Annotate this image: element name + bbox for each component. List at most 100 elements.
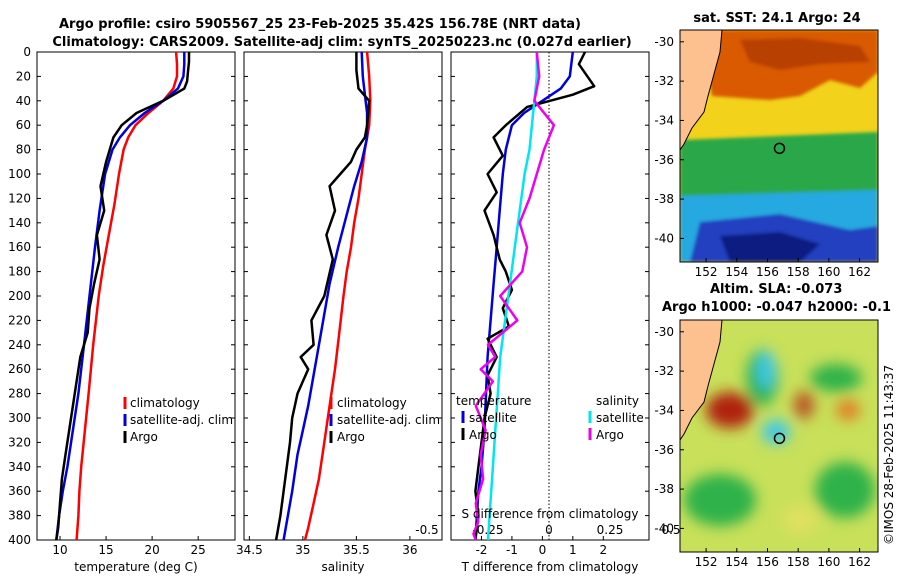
depth-tick-label: 180 xyxy=(8,265,31,279)
depth-tick-label: 400 xyxy=(8,533,31,547)
salinity-legend: climatology satellite-adj. clim Argo xyxy=(329,396,440,444)
sla-lat-axis: -30 -32 -34 -36 -38 -40 xyxy=(654,325,684,535)
lat-tick-label: -40 xyxy=(654,521,674,535)
lon-tick-label: 160 xyxy=(817,555,840,569)
lat-tick-label: -30 xyxy=(654,325,674,339)
temperature-legend: climatology satellite-adj. clim Argo xyxy=(123,396,233,444)
difference-series xyxy=(472,51,596,541)
depth-tick-label: 60 xyxy=(16,118,31,132)
lon-tick-label: 158 xyxy=(787,555,810,569)
figure-title-line1: Argo profile: csiro 5905567_25 23-Feb-20… xyxy=(59,17,581,32)
x-tick-label: -1 xyxy=(506,543,518,557)
sla-green-southwest xyxy=(684,474,756,526)
difference-salinity-axis: -0.5 -0.25 0 0.25 0.5 xyxy=(415,523,680,537)
sst-lat-axis: -30 -32 -34 -36 -38 -40 xyxy=(654,35,684,245)
legend-label-climatology: climatology xyxy=(337,396,407,410)
difference-depth-ticks xyxy=(451,51,649,541)
sst-map-frame xyxy=(679,29,879,263)
s-diff-tick-label: 0.5 xyxy=(661,523,680,537)
legend-title-temperature: temperature xyxy=(456,394,531,408)
sla-map-title-line1: Altim. SLA: -0.073 xyxy=(710,282,842,297)
depth-axis: 0 20 40 60 80 100 120 140 160 180 200 220 240 260 280 3… xyxy=(8,45,235,547)
lat-tick-label: -38 xyxy=(654,192,674,206)
depth-tick-label: 260 xyxy=(8,362,31,376)
s-diff-tick-label: -0.5 xyxy=(415,523,438,537)
sla-brown-eddy xyxy=(794,391,814,419)
sla-cyan-blob xyxy=(757,350,775,390)
sla-map-frame xyxy=(679,319,879,553)
lon-tick-label: 158 xyxy=(787,265,810,279)
lat-tick-label: -34 xyxy=(654,113,674,127)
sst-land xyxy=(680,30,723,151)
sst-hot-core xyxy=(740,38,870,70)
series-line-s-satellite xyxy=(486,52,539,541)
salinity-difference-label: S difference from climatology xyxy=(462,507,639,521)
figure-title-line2: Climatology: CARS2009. Satellite-adj cli… xyxy=(52,35,631,50)
difference-legend: temperature satellite Argo salinity sate… xyxy=(456,394,644,442)
temperature-panel: 0 20 40 60 80 100 120 140 160 180 200 220 240 260 280 3… xyxy=(8,45,236,574)
salinity-xlabel: salinity xyxy=(321,560,364,574)
depth-tick-label: 220 xyxy=(8,313,31,327)
salinity-x-axis: 34.5 35 35.5 36 xyxy=(236,536,418,557)
sla-orange-eddy xyxy=(836,400,860,420)
legend-label-climatology: climatology xyxy=(130,396,200,410)
x-tick-label: -2 xyxy=(475,543,487,557)
depth-tick-label: 200 xyxy=(8,289,31,303)
sla-field xyxy=(680,320,878,552)
argo-position-marker xyxy=(773,432,786,445)
legend-label-s-satellite: satellite xyxy=(596,411,644,425)
imos-credit: ©IMOS 28-Feb-2025 11:43:37 xyxy=(882,365,896,545)
depth-tick-label: 240 xyxy=(8,338,31,352)
depth-tick-label: 100 xyxy=(8,167,31,181)
salinity-depth-ticks xyxy=(244,51,442,541)
x-tick-label: 36 xyxy=(402,543,417,557)
difference-panel: -2 -1 0 1 2 -0.5 -0.25 0 0.25 0.5 T difference f… xyxy=(415,51,681,574)
lon-tick-label: 156 xyxy=(756,555,779,569)
depth-tick-label: 380 xyxy=(8,509,31,523)
legend-label-s-argo: Argo xyxy=(596,428,624,442)
x-tick-label: 35.5 xyxy=(343,543,370,557)
sst-field xyxy=(680,30,878,262)
sst-lon-axis: 152 154 156 158 160 162 xyxy=(695,258,871,279)
sla-green-southeast xyxy=(815,462,875,518)
depth-tick-label: 20 xyxy=(16,69,31,83)
legend-label-t-argo: Argo xyxy=(469,428,497,442)
lon-tick-label: 154 xyxy=(725,555,748,569)
sla-yellow-south xyxy=(782,506,818,534)
lon-tick-label: 152 xyxy=(695,555,718,569)
lon-tick-label: 152 xyxy=(695,265,718,279)
lat-tick-label: -34 xyxy=(654,403,674,417)
x-tick-label: 20 xyxy=(144,543,159,557)
x-tick-label: 1 xyxy=(569,543,577,557)
sla-land xyxy=(680,320,723,441)
depth-tick-label: 40 xyxy=(16,94,31,108)
series-line-t-argo xyxy=(474,51,596,541)
salinity-panel: 34.5 35 35.5 36 salinity climatology satell… xyxy=(236,51,443,574)
depth-tick-label: 160 xyxy=(8,240,31,254)
salinity-series xyxy=(274,51,372,541)
legend-label-t-satellite: satellite xyxy=(469,411,517,425)
sla-map-title-line2: Argo h1000: -0.047 h2000: -0.1 xyxy=(662,300,891,315)
lon-tick-label: 162 xyxy=(848,555,871,569)
lon-tick-label: 162 xyxy=(848,265,871,279)
depth-tick-label: 320 xyxy=(8,435,31,449)
series-line-climatology xyxy=(75,51,179,541)
lat-tick-label: -38 xyxy=(654,482,674,496)
x-tick-label: 15 xyxy=(98,543,113,557)
depth-tick-label: 80 xyxy=(16,143,31,157)
lat-tick-label: -32 xyxy=(654,364,674,378)
sla-cyan-blob-south xyxy=(762,420,790,444)
lon-tick-label: 154 xyxy=(725,265,748,279)
x-tick-label: 34.5 xyxy=(236,543,263,557)
legend-label-argo: Argo xyxy=(130,430,158,444)
lat-tick-label: -36 xyxy=(654,153,674,167)
series-line-argo xyxy=(274,52,371,541)
x-tick-label: 25 xyxy=(191,543,206,557)
sst-green-band xyxy=(680,132,878,200)
lat-tick-label: -36 xyxy=(654,443,674,457)
series-line-s-argo xyxy=(472,51,556,541)
s-diff-tick-label: 0.25 xyxy=(597,523,624,537)
temperature-series xyxy=(55,51,191,541)
depth-tick-label: 300 xyxy=(8,411,31,425)
